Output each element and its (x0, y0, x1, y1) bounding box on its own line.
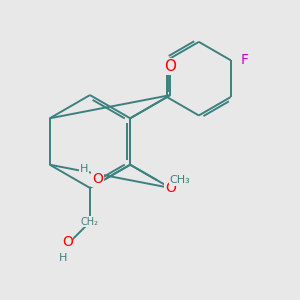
Text: O: O (92, 172, 103, 186)
Text: CH₂: CH₂ (81, 217, 99, 227)
Text: H: H (59, 253, 67, 263)
Text: O: O (164, 59, 176, 74)
Text: O: O (165, 181, 176, 195)
Text: F: F (241, 53, 249, 67)
Text: H: H (80, 164, 88, 174)
Text: CH₃: CH₃ (169, 175, 190, 185)
Text: O: O (62, 235, 73, 249)
